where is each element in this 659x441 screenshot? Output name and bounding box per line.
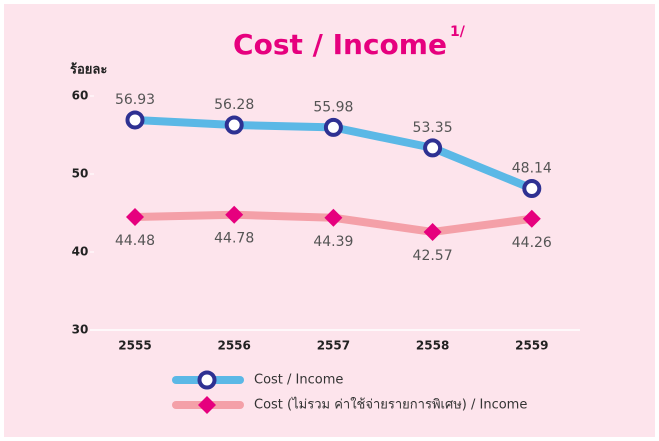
y-tick-label: 60 xyxy=(72,89,89,103)
x-tick-label: 2559 xyxy=(515,339,548,353)
x-tick-label: 2555 xyxy=(118,339,151,353)
legend-label: Cost / Income xyxy=(254,373,343,388)
point xyxy=(225,205,244,224)
x-tick-label: 2558 xyxy=(416,339,449,353)
data-label: 44.78 xyxy=(214,231,254,247)
title-superscript: 1/ xyxy=(450,24,466,40)
point xyxy=(423,222,442,241)
x-tick-label: 2556 xyxy=(217,339,250,353)
y-tick-label: 40 xyxy=(72,245,89,259)
point xyxy=(522,179,542,199)
point xyxy=(324,208,343,227)
point xyxy=(126,208,144,227)
y-axis-label: ร้อยละ xyxy=(70,62,107,78)
data-label: 55.98 xyxy=(313,99,353,115)
x-tick-label: 2557 xyxy=(317,339,350,353)
data-label: 56.28 xyxy=(214,97,254,113)
point xyxy=(198,396,216,414)
data-label: 56.93 xyxy=(115,92,155,108)
data-label: 53.35 xyxy=(413,120,453,136)
point xyxy=(197,370,217,390)
legend-label: Cost (ไม่รวม ค่าใช้จ่ายรายการพิเศษ) / In… xyxy=(254,397,527,413)
point xyxy=(224,115,244,135)
data-label: 44.39 xyxy=(313,234,353,250)
point xyxy=(423,138,443,158)
y-tick-label: 50 xyxy=(72,167,89,181)
point xyxy=(125,110,145,130)
point xyxy=(323,117,343,137)
point xyxy=(522,209,541,228)
data-label: 44.48 xyxy=(115,233,155,249)
chart-title: Cost / Income xyxy=(233,28,447,61)
data-label: 48.14 xyxy=(512,161,552,177)
data-label: 42.57 xyxy=(413,248,453,264)
data-label: 44.26 xyxy=(512,235,552,251)
y-tick-label: 30 xyxy=(72,323,89,337)
